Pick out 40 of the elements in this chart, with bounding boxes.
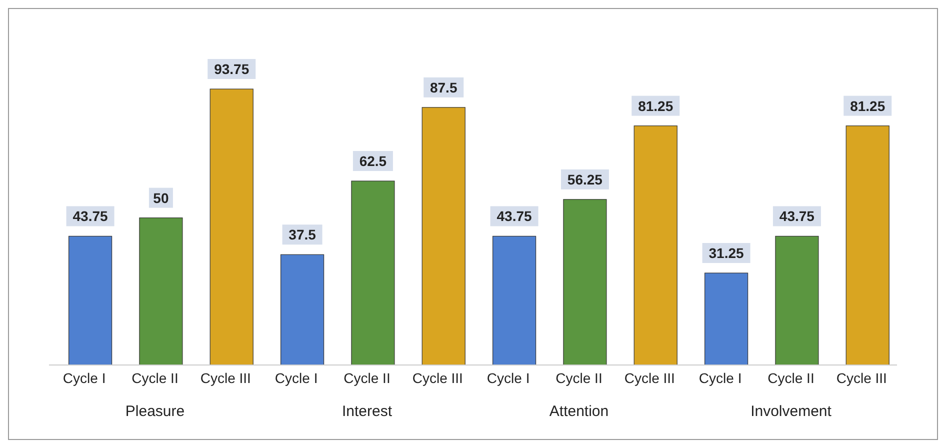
x-tick-label: Cycle III [200,370,251,386]
data-label: 81.25 [638,98,674,114]
x-tick-label: Cycle II [132,370,178,386]
text: Interest [340,403,394,420]
data-label: 93.75 [214,61,250,77]
bar [634,126,678,366]
bar [492,236,536,366]
data-label: 43.75 [72,208,108,224]
bar [210,88,254,366]
x-tick-label: Cycle II [556,370,602,386]
x-tick-label: Cycle I [274,370,318,386]
bar [704,272,748,366]
data-label: 37.5 [288,226,316,243]
data-label: 56.25 [567,171,603,188]
bar [351,180,395,366]
x-tick-label: Cycle I [698,370,742,386]
x-tick-label: Cycle III [836,370,887,386]
bar [68,236,112,366]
text: Attention [548,403,610,420]
x-tick-label: Cycle I [62,370,106,386]
data-label: 81.25 [850,98,886,114]
text: Pleasure [124,403,186,420]
bar [280,254,324,366]
data-label: 50 [153,190,169,206]
x-tick-label: Cycle II [344,370,390,386]
bar [563,199,607,366]
data-label: 87.5 [430,79,458,96]
x-tick-label: Cycle I [486,370,530,386]
data-label: 31.25 [708,245,744,261]
data-label: 43.75 [496,208,532,224]
bar [422,107,466,366]
text: Involvement [750,403,832,420]
bar [775,236,819,366]
x-tick-label: Cycle II [768,370,814,386]
x-tick-label: Cycle III [624,370,675,386]
bar [846,126,890,366]
x-tick-label: Cycle III [412,370,463,386]
data-label: 62.5 [359,153,387,169]
data-label: 43.75 [779,208,815,224]
bar [139,218,183,366]
